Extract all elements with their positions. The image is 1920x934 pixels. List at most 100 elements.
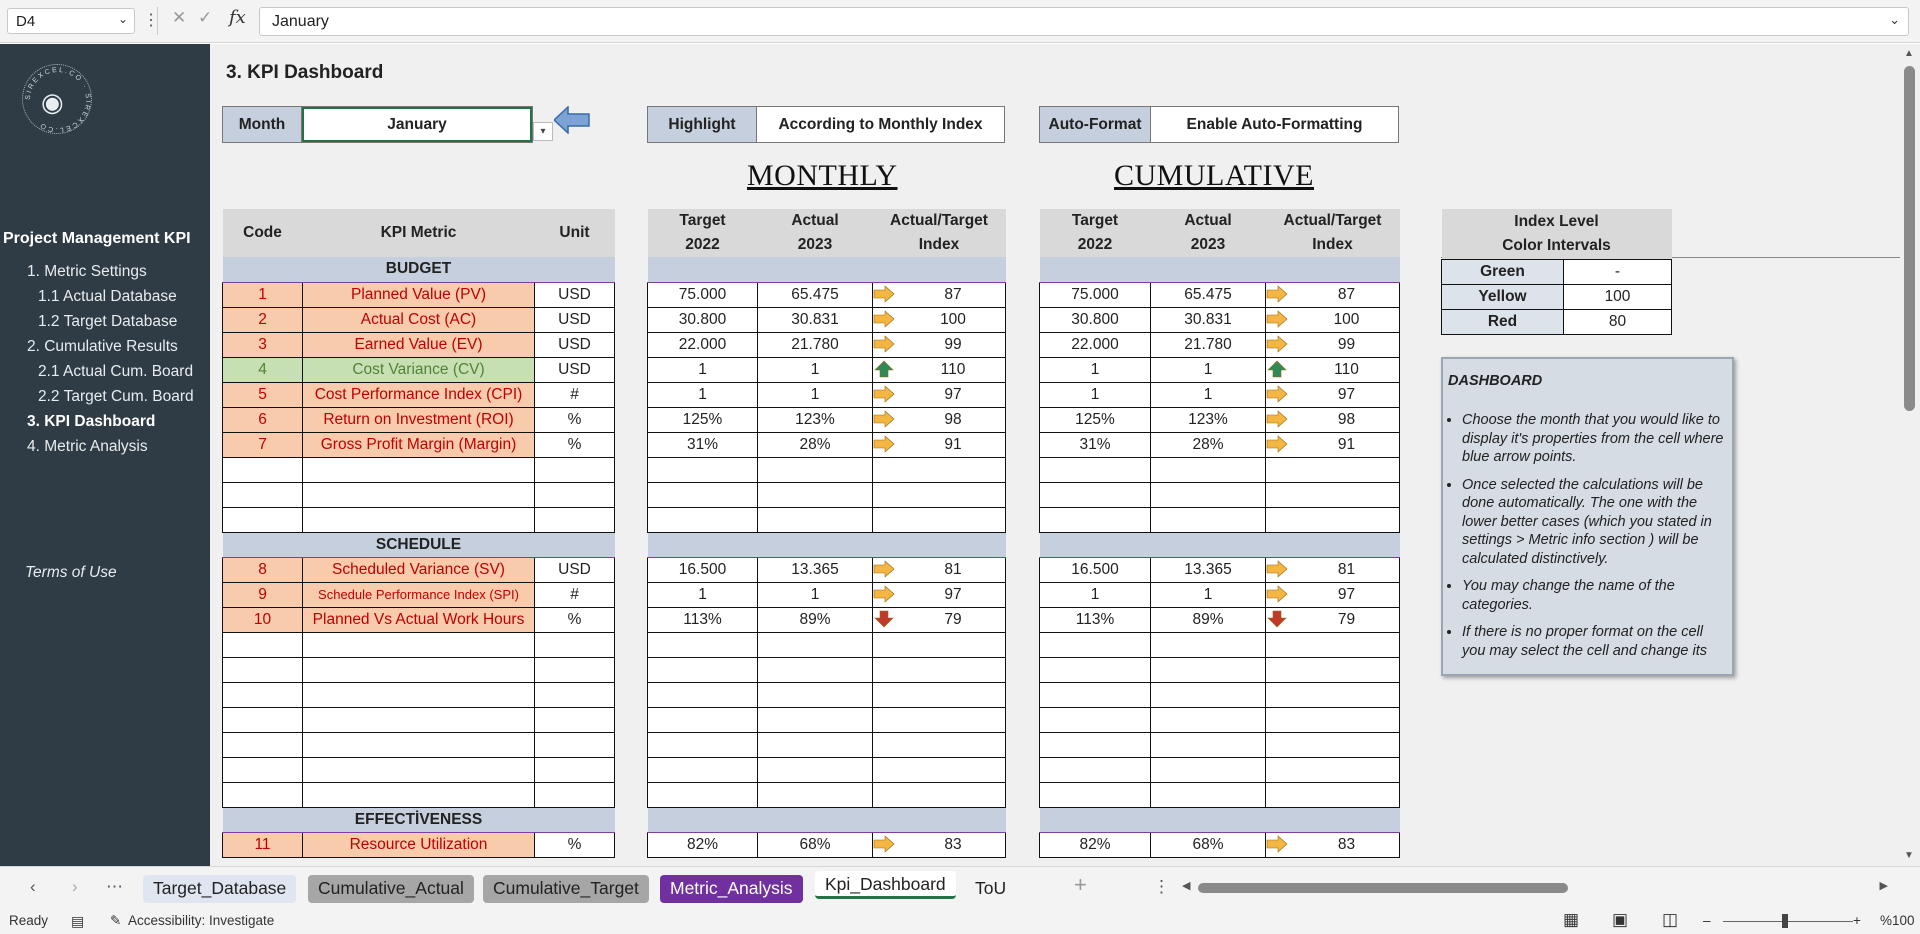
target-cell[interactable]: 1 [647, 381, 758, 408]
empty-cell[interactable] [647, 456, 758, 483]
empty-cell[interactable] [534, 481, 615, 508]
metric-name-cell[interactable]: Gross Profit Margin (Margin) [302, 431, 535, 458]
empty-cell[interactable] [647, 781, 758, 808]
sheet-tab[interactable]: Cumulative_Actual [308, 875, 474, 903]
index-cell[interactable]: 83 [872, 831, 1006, 858]
add-sheet-icon[interactable]: + [1074, 872, 1087, 897]
metric-name-cell[interactable]: Actual Cost (AC) [302, 306, 535, 333]
empty-cell[interactable] [1150, 481, 1266, 508]
target-cell[interactable]: 82% [1039, 831, 1151, 858]
index-cell[interactable]: 97 [1265, 381, 1400, 408]
empty-cell[interactable] [1150, 756, 1266, 783]
empty-cell[interactable] [1265, 631, 1400, 658]
actual-cell[interactable]: 1 [757, 581, 873, 608]
empty-cell[interactable] [302, 481, 535, 508]
empty-cell[interactable] [647, 481, 758, 508]
unit-cell[interactable]: % [534, 431, 615, 458]
actual-cell[interactable]: 1 [757, 356, 873, 383]
index-cell[interactable]: 99 [1265, 331, 1400, 358]
target-cell[interactable]: 125% [1039, 406, 1151, 433]
unit-cell[interactable]: % [534, 831, 615, 858]
more-sheets-icon[interactable]: ⋯ [106, 877, 123, 896]
empty-cell[interactable] [757, 506, 873, 533]
empty-cell[interactable] [1150, 731, 1266, 758]
empty-cell[interactable] [647, 656, 758, 683]
index-cell[interactable]: 110 [1265, 356, 1400, 383]
legend-value[interactable]: 100 [1563, 284, 1672, 310]
empty-cell[interactable] [534, 506, 615, 533]
empty-cell[interactable] [872, 781, 1006, 808]
sidebar-item[interactable]: 2. Cumulative Results [27, 338, 178, 355]
index-cell[interactable]: 91 [872, 431, 1006, 458]
empty-cell[interactable] [1150, 456, 1266, 483]
actual-cell[interactable]: 1 [757, 381, 873, 408]
empty-cell[interactable] [302, 631, 535, 658]
sidebar-item[interactable]: 2.1 Actual Cum. Board [38, 363, 194, 380]
empty-cell[interactable] [1150, 506, 1266, 533]
actual-cell[interactable]: 68% [1150, 831, 1266, 858]
empty-cell[interactable] [222, 681, 303, 708]
index-cell[interactable]: 87 [872, 281, 1006, 308]
sidebar-item[interactable]: 3. KPI Dashboard [27, 413, 156, 430]
actual-cell[interactable]: 123% [1150, 406, 1266, 433]
page-break-icon[interactable]: ◫ [1662, 910, 1679, 929]
empty-cell[interactable] [222, 706, 303, 733]
zoom-level[interactable]: %100 [1880, 913, 1915, 928]
empty-cell[interactable] [872, 506, 1006, 533]
code-cell[interactable]: 10 [222, 606, 303, 633]
code-cell[interactable]: 2 [222, 306, 303, 333]
empty-cell[interactable] [1265, 506, 1400, 533]
empty-cell[interactable] [534, 456, 615, 483]
actual-cell[interactable]: 89% [757, 606, 873, 633]
index-cell[interactable]: 81 [1265, 556, 1400, 583]
empty-cell[interactable] [757, 656, 873, 683]
target-cell[interactable]: 1 [1039, 581, 1151, 608]
scroll-left-icon[interactable]: ◀ [1182, 880, 1191, 892]
empty-cell[interactable] [302, 681, 535, 708]
empty-cell[interactable] [534, 756, 615, 783]
index-cell[interactable]: 87 [1265, 281, 1400, 308]
empty-cell[interactable] [302, 456, 535, 483]
normal-view-icon[interactable]: ▦ [1563, 910, 1580, 929]
empty-cell[interactable] [1150, 631, 1266, 658]
empty-cell[interactable] [222, 481, 303, 508]
code-cell[interactable]: 5 [222, 381, 303, 408]
empty-cell[interactable] [647, 681, 758, 708]
empty-cell[interactable] [757, 481, 873, 508]
empty-cell[interactable] [647, 706, 758, 733]
empty-cell[interactable] [1150, 656, 1266, 683]
month-dropdown-button[interactable]: ▾ [533, 122, 553, 141]
empty-cell[interactable] [872, 481, 1006, 508]
target-cell[interactable]: 30.800 [647, 306, 758, 333]
target-cell[interactable]: 31% [647, 431, 758, 458]
sheet-tab[interactable]: Target_Database [143, 875, 297, 903]
index-cell[interactable]: 79 [872, 606, 1006, 633]
sidebar-item[interactable]: 1.1 Actual Database [38, 288, 177, 305]
scroll-right-icon[interactable]: ▶ [1879, 880, 1888, 892]
chevron-down-icon[interactable]: ⌄ [117, 12, 128, 26]
legend-value[interactable]: - [1563, 259, 1672, 285]
empty-cell[interactable] [534, 731, 615, 758]
empty-cell[interactable] [757, 681, 873, 708]
unit-cell[interactable]: USD [534, 356, 615, 383]
actual-cell[interactable]: 30.831 [757, 306, 873, 333]
unit-cell[interactable]: % [534, 406, 615, 433]
empty-cell[interactable] [222, 506, 303, 533]
empty-cell[interactable] [534, 631, 615, 658]
scroll-thumb[interactable] [1198, 883, 1568, 893]
sheet-tab[interactable]: Kpi_Dashboard [815, 871, 956, 899]
metric-name-cell[interactable]: Planned Value (PV) [302, 281, 535, 308]
empty-cell[interactable] [872, 456, 1006, 483]
empty-cell[interactable] [757, 781, 873, 808]
prev-sheet-icon[interactable]: ‹ [30, 877, 36, 896]
actual-cell[interactable]: 123% [757, 406, 873, 433]
enter-icon[interactable]: ✓ [198, 8, 213, 27]
macro-icon[interactable]: ▤ [71, 913, 85, 929]
code-cell[interactable]: 4 [222, 356, 303, 383]
empty-cell[interactable] [872, 731, 1006, 758]
empty-cell[interactable] [1039, 456, 1151, 483]
empty-cell[interactable] [647, 506, 758, 533]
target-cell[interactable]: 30.800 [1039, 306, 1151, 333]
empty-cell[interactable] [1039, 681, 1151, 708]
horizontal-scrollbar[interactable]: ◀ ▶ [1180, 877, 1890, 899]
